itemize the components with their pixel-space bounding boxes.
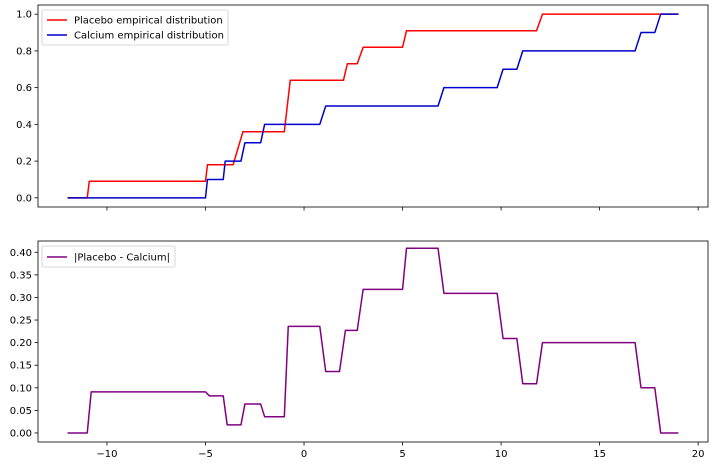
top-y-axis: 0.0 0.2 0.4 0.6 0.8 1.0 bbox=[16, 10, 38, 204]
legend-label-placebo: Placebo empirical distribution bbox=[74, 16, 223, 27]
y-tick-label: 0.15 bbox=[10, 361, 32, 372]
top-legend: Placebo empirical distribution Calcium e… bbox=[41, 9, 229, 46]
x-tick-label: −10 bbox=[96, 449, 117, 460]
y-tick-label: 0.40 bbox=[10, 248, 32, 259]
bottom-legend: |Placebo - Calcium| bbox=[41, 245, 176, 268]
bottom-y-axis: 0.00 0.05 0.10 0.15 0.20 0.25 0.30 0.35 0.40 bbox=[10, 248, 38, 439]
series-line-placebo-empirical-distribution bbox=[67, 13, 679, 199]
top-panel: 0.0 0.2 0.4 0.6 0.8 1.0 Placebo empirical dis… bbox=[16, 4, 709, 211]
series-line-calcium-empirical-distribution bbox=[67, 13, 679, 199]
x-tick-label: 5 bbox=[399, 449, 405, 460]
x-tick-label: −5 bbox=[198, 449, 213, 460]
y-tick-label: 0.05 bbox=[10, 406, 32, 417]
top-plot-frame bbox=[37, 4, 709, 208]
y-tick-label: 0.8 bbox=[16, 46, 32, 57]
legend-label-difference: |Placebo - Calcium| bbox=[74, 253, 170, 264]
bottom-panel: 0.00 0.05 0.10 0.15 0.20 0.25 0.30 0.35 0.40 −10… bbox=[10, 240, 709, 460]
bottom-legend-box bbox=[41, 245, 176, 268]
y-tick-label: 0.25 bbox=[10, 316, 32, 327]
y-tick-label: 0.00 bbox=[10, 428, 32, 439]
y-tick-label: 0.35 bbox=[10, 270, 32, 281]
top-x-axis bbox=[106, 207, 699, 211]
series-line-placebo-calcium bbox=[67, 247, 679, 434]
y-tick-label: 0.6 bbox=[16, 83, 32, 94]
bottom-plot-frame bbox=[37, 240, 709, 443]
x-tick-label: 20 bbox=[692, 449, 705, 460]
y-tick-label: 0.0 bbox=[16, 193, 32, 204]
y-tick-label: 0.2 bbox=[16, 157, 32, 168]
x-tick-label: 15 bbox=[593, 449, 606, 460]
top-series-lines bbox=[67, 13, 679, 199]
x-tick-label: 10 bbox=[495, 449, 508, 460]
bottom-series-lines bbox=[67, 247, 679, 434]
y-tick-label: 0.20 bbox=[10, 338, 32, 349]
y-tick-label: 0.10 bbox=[10, 383, 32, 394]
legend-label-calcium: Calcium empirical distribution bbox=[74, 31, 224, 42]
top-legend-box bbox=[41, 9, 229, 46]
y-tick-label: 0.4 bbox=[16, 120, 32, 131]
bottom-x-axis: −10 −5 0 5 10 15 20 bbox=[96, 442, 705, 460]
x-tick-label: 0 bbox=[301, 449, 307, 460]
y-tick-label: 1.0 bbox=[16, 10, 32, 21]
y-tick-label: 0.30 bbox=[10, 293, 32, 304]
